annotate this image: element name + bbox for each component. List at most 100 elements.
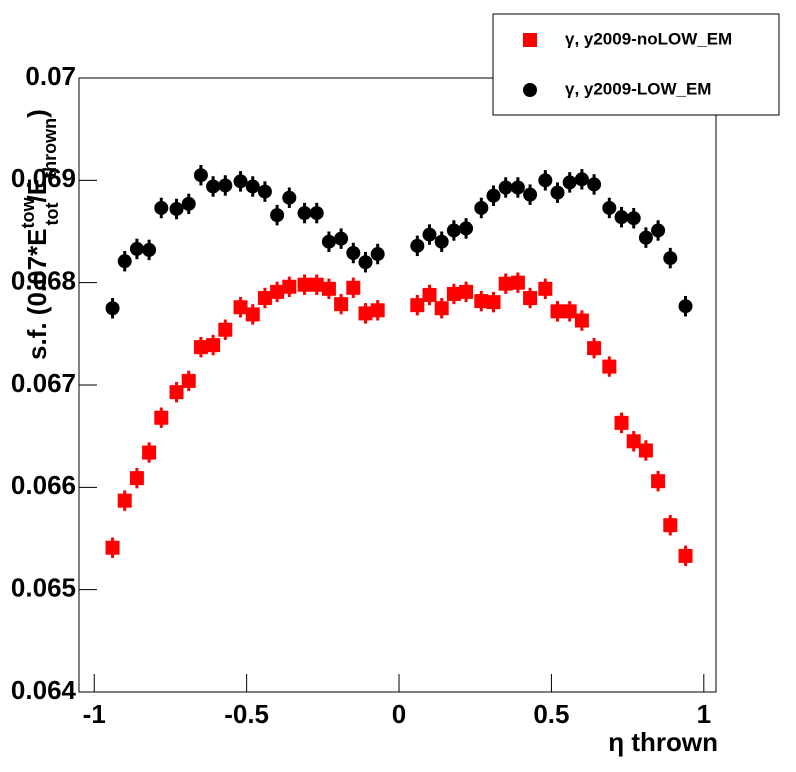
point bbox=[638, 230, 653, 245]
x-tick-label: -0.5 bbox=[224, 699, 269, 729]
point bbox=[129, 471, 144, 486]
point bbox=[334, 231, 349, 246]
x-tick-label: 0 bbox=[392, 699, 406, 729]
point bbox=[434, 301, 449, 316]
x-tick-label: -1 bbox=[83, 699, 106, 729]
point bbox=[169, 201, 184, 216]
y-label-part: ) bbox=[22, 109, 52, 118]
point bbox=[346, 280, 361, 295]
point bbox=[169, 385, 184, 400]
point bbox=[422, 287, 437, 302]
point bbox=[270, 284, 285, 299]
point bbox=[602, 359, 617, 374]
point bbox=[510, 180, 525, 195]
point bbox=[602, 200, 617, 215]
y-label-part: s.f. (0.07*E bbox=[22, 228, 52, 360]
point bbox=[459, 284, 474, 299]
point bbox=[510, 275, 525, 290]
y-axis-label: s.f. (0.07*Etow tot/Ethrown) bbox=[18, 109, 62, 360]
point bbox=[193, 168, 208, 183]
point bbox=[651, 223, 666, 238]
point bbox=[358, 306, 373, 321]
y-tick-label: 0.064 bbox=[11, 675, 77, 705]
x-tick-label: 1 bbox=[697, 699, 711, 729]
point bbox=[587, 341, 602, 356]
point bbox=[574, 313, 589, 328]
point bbox=[422, 227, 437, 242]
point bbox=[358, 255, 373, 270]
point bbox=[154, 200, 169, 215]
point bbox=[193, 340, 208, 355]
y-tick-label: 0.066 bbox=[11, 470, 76, 500]
point bbox=[154, 410, 169, 425]
point bbox=[117, 254, 132, 269]
point bbox=[550, 185, 565, 200]
point bbox=[142, 242, 157, 257]
point bbox=[245, 179, 260, 194]
x-axis-label: η thrown bbox=[608, 727, 718, 757]
point bbox=[370, 303, 385, 318]
point bbox=[614, 415, 629, 430]
point bbox=[651, 474, 666, 489]
point bbox=[523, 187, 538, 202]
point bbox=[474, 200, 489, 215]
legend-marker bbox=[523, 33, 537, 47]
point bbox=[434, 234, 449, 249]
x-tick-label: 0.5 bbox=[533, 699, 569, 729]
point bbox=[538, 281, 553, 296]
point bbox=[282, 190, 297, 205]
point bbox=[181, 373, 196, 388]
legend-label: γ, y2009-LOW_EM bbox=[565, 79, 711, 98]
point bbox=[142, 445, 157, 460]
point bbox=[181, 196, 196, 211]
y-tick-label: 0.07 bbox=[25, 61, 76, 91]
point bbox=[233, 174, 248, 189]
point bbox=[129, 241, 144, 256]
point bbox=[233, 300, 248, 315]
point bbox=[410, 298, 425, 313]
y-label-sup: tow bbox=[18, 196, 38, 228]
point bbox=[206, 179, 221, 194]
point bbox=[105, 540, 120, 555]
point bbox=[678, 299, 693, 314]
point bbox=[410, 238, 425, 253]
point bbox=[523, 291, 538, 306]
point bbox=[626, 211, 641, 226]
point bbox=[297, 206, 312, 221]
y-label-part: /E bbox=[22, 178, 52, 203]
point bbox=[218, 322, 233, 337]
y-label-sub: thrown bbox=[40, 118, 60, 178]
point bbox=[562, 175, 577, 190]
legend-marker bbox=[523, 83, 537, 97]
point bbox=[321, 281, 336, 296]
point bbox=[638, 443, 653, 458]
y-tick-label: 0.065 bbox=[11, 573, 76, 603]
point bbox=[626, 434, 641, 449]
point bbox=[486, 188, 501, 203]
point bbox=[282, 279, 297, 294]
point bbox=[206, 338, 221, 353]
y-tick-label: 0.069 bbox=[11, 163, 76, 193]
point bbox=[117, 493, 132, 508]
point bbox=[446, 223, 461, 238]
point bbox=[257, 291, 272, 306]
point bbox=[486, 295, 501, 310]
point bbox=[297, 277, 312, 292]
point bbox=[105, 301, 120, 316]
point bbox=[614, 210, 629, 225]
point bbox=[498, 276, 513, 291]
legend-label: γ, y2009-noLOW_EM bbox=[565, 29, 732, 48]
point bbox=[550, 304, 565, 319]
point bbox=[334, 297, 349, 312]
legend-box bbox=[492, 13, 780, 116]
point bbox=[574, 172, 589, 187]
point bbox=[270, 208, 285, 223]
point bbox=[498, 180, 513, 195]
point bbox=[663, 518, 678, 533]
point bbox=[562, 304, 577, 319]
point bbox=[346, 245, 361, 260]
point bbox=[370, 247, 385, 262]
point bbox=[538, 173, 553, 188]
